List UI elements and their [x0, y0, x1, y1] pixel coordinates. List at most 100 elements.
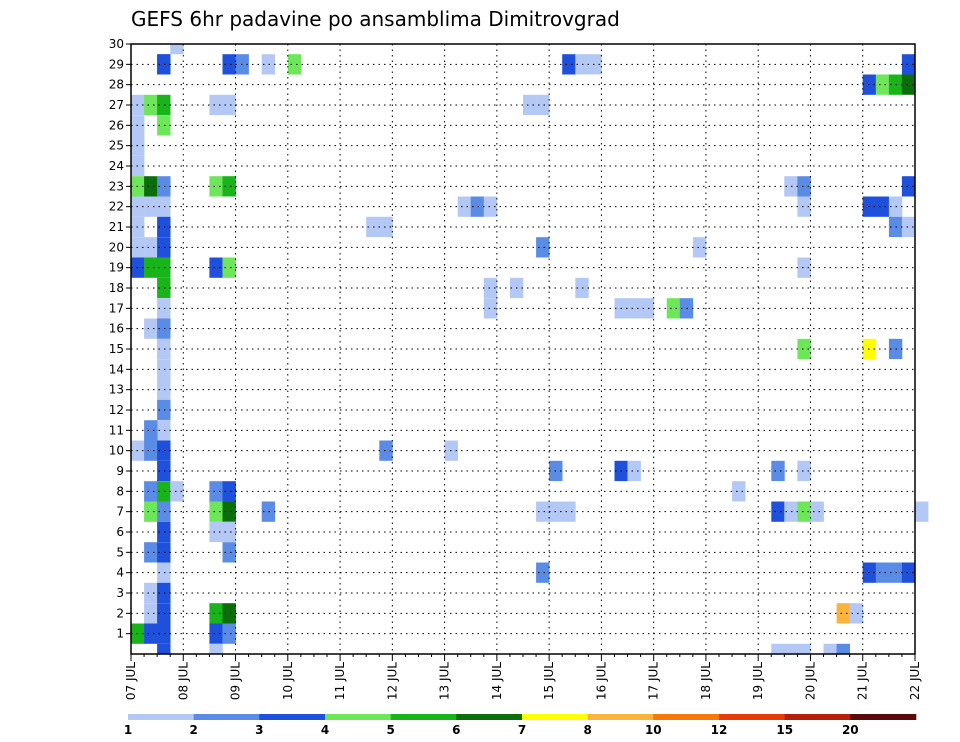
- heatmap-cell: [157, 623, 171, 644]
- y-tick-label: 24: [109, 159, 124, 173]
- heatmap-cell: [915, 501, 929, 522]
- heatmap-cell: [588, 54, 602, 75]
- heatmap-cell: [771, 501, 785, 522]
- colorbar-segment: [522, 714, 588, 720]
- y-tick-label: 4: [116, 566, 124, 580]
- colorbar-label: 5: [387, 723, 395, 737]
- x-tick-label: 18 JUL: [699, 662, 713, 700]
- heatmap-cell: [261, 54, 276, 75]
- heatmap-cell: [157, 420, 171, 441]
- heatmap-cell: [470, 196, 485, 217]
- x-tick-label: 16 JUL: [594, 662, 608, 700]
- heatmap-cell: [222, 481, 236, 502]
- heatmap-cell: [797, 460, 811, 482]
- colorbar-segment: [719, 714, 785, 720]
- colorbar-label: 8: [584, 723, 592, 737]
- heatmap-cell: [222, 176, 236, 197]
- heatmap-cell: [209, 643, 223, 654]
- heatmap-cell: [157, 643, 171, 654]
- heatmap-cell: [144, 481, 158, 502]
- heatmap-cell: [144, 196, 158, 217]
- heatmap-cell: [144, 440, 158, 461]
- colorbar-label: 4: [321, 723, 329, 737]
- grid-lines: [131, 43, 915, 654]
- heatmap-cell: [157, 501, 171, 522]
- heatmap-cell: [157, 359, 171, 380]
- colorbar-label: 1: [124, 723, 132, 737]
- y-tick-label: 16: [109, 322, 124, 336]
- heatmap-cell: [144, 501, 158, 522]
- heatmap-cell: [901, 216, 916, 238]
- heatmap-cell: [157, 94, 171, 116]
- heatmap-cell: [640, 298, 654, 319]
- heatmap-cell: [209, 623, 223, 644]
- colorbar-label: 20: [842, 723, 859, 737]
- y-tick-label: 10: [109, 444, 124, 458]
- heatmap-cell: [157, 521, 171, 543]
- heatmap-cell: [157, 115, 171, 136]
- heatmap-cell: [784, 643, 798, 654]
- x-tick-label: 13 JUL: [438, 662, 452, 700]
- x-tick-label: 22 JUL: [908, 662, 922, 700]
- colorbar-segment: [193, 714, 260, 720]
- heatmap-cell: [562, 501, 576, 522]
- y-tick-label: 1: [116, 627, 124, 641]
- heatmap-cell: [562, 54, 576, 75]
- heatmap-cell: [797, 501, 811, 522]
- y-tick-label: 21: [109, 220, 124, 234]
- heatmap-cell: [849, 603, 864, 624]
- y-tick-label: 9: [116, 464, 124, 478]
- heatmap-cell: [875, 196, 890, 217]
- x-tick-label: 20 JUL: [803, 662, 817, 700]
- y-tick-label: 13: [109, 383, 124, 397]
- y-tick-label: 28: [109, 78, 124, 92]
- heatmap-cell: [536, 501, 550, 522]
- y-tick-label: 19: [109, 261, 124, 275]
- heatmap-cell: [823, 643, 837, 654]
- heatmap-cell: [144, 420, 158, 441]
- colorbar-segment: [587, 714, 654, 720]
- heatmap-cell: [157, 318, 171, 339]
- colorbar-segment: [850, 714, 917, 720]
- y-tick-label: 30: [109, 37, 124, 51]
- heatmap-cell: [157, 176, 171, 197]
- colorbar-segment: [128, 714, 194, 720]
- heatmap-cell: [379, 440, 393, 461]
- y-tick-label: 12: [109, 403, 124, 417]
- heatmap-cell: [627, 460, 641, 482]
- heatmap-cell: [144, 257, 158, 278]
- heatmap-cell: [797, 176, 811, 197]
- heatmap-cell: [144, 237, 158, 258]
- heatmap-cell: [157, 216, 171, 238]
- colorbar-segment: [390, 714, 457, 720]
- y-tick-label: 14: [109, 362, 124, 376]
- heatmap-cell: [523, 94, 537, 116]
- x-tick-label: 21 JUL: [856, 662, 870, 700]
- colorbar-segment: [259, 714, 326, 720]
- heatmap-cell: [157, 196, 171, 217]
- x-tick-label: 19 JUL: [751, 662, 765, 700]
- heatmap-cell: [222, 623, 236, 644]
- heatmap-cell: [810, 501, 824, 522]
- colorbar-segment: [325, 714, 391, 720]
- x-tick-label: 12 JUL: [385, 662, 399, 700]
- heatmap-cell: [836, 643, 850, 654]
- heatmap-cell: [144, 542, 158, 563]
- heatmap-cell: [901, 74, 916, 95]
- heatmap-cell: [222, 542, 236, 563]
- colorbar-label: 7: [518, 723, 526, 737]
- heatmap-cell: [483, 196, 498, 217]
- heatmap-cell: [536, 94, 550, 116]
- heatmap-cell: [797, 338, 811, 360]
- x-axis: 07 JUL 08 JUL 09 JUL 10 JUL 11 JUL 12 JUL 13 J…: [124, 654, 922, 700]
- heatmap-cell: [157, 379, 171, 400]
- heatmap-cell: [901, 176, 916, 197]
- heatmap-cell: [157, 54, 171, 75]
- heatmap-cell: [797, 257, 811, 278]
- y-tick-label: 15: [109, 342, 124, 356]
- heatmap-cell: [157, 257, 171, 278]
- heatmap-cell: [222, 94, 236, 116]
- heatmap-cell: [536, 562, 550, 583]
- x-tick-label: 14 JUL: [490, 662, 504, 700]
